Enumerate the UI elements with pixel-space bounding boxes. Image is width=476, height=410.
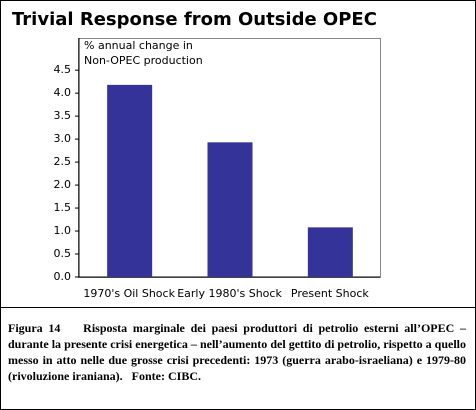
- y-label: % annual change in: [84, 39, 193, 52]
- x-tick-label: Present Shock: [291, 287, 370, 300]
- y-tick-label: 4.0: [54, 86, 72, 99]
- caption-label: Figura 14: [8, 321, 61, 335]
- x-tick-label: 1970's Oil Shock: [83, 287, 175, 300]
- y-tick-label: 1.0: [54, 224, 72, 237]
- bar: [107, 84, 153, 277]
- caption: Figura 14 Risposta marginale dei paesi p…: [8, 320, 466, 384]
- y-tick-label: 1.5: [54, 201, 72, 214]
- y-label: Non-OPEC production: [84, 54, 203, 67]
- y-tick-label: 0.0: [54, 270, 72, 283]
- caption-source: Fonte: CIBC.: [131, 369, 201, 383]
- caption-text: Risposta marginale dei paesi produttori …: [8, 321, 467, 383]
- bar: [207, 142, 253, 277]
- x-tick-label: Early 1980's Shock: [177, 287, 282, 300]
- y-tick-label: 4.5: [54, 63, 72, 76]
- y-tick-label: 3.5: [54, 109, 72, 122]
- chart-title: Trivial Response from Outside OPEC: [12, 9, 377, 30]
- y-tick-label: 2.0: [54, 178, 72, 191]
- y-tick-label: 0.5: [54, 247, 72, 260]
- y-tick-label: 2.5: [54, 155, 72, 168]
- bar: [307, 227, 353, 277]
- y-tick-label: 3.0: [54, 132, 72, 145]
